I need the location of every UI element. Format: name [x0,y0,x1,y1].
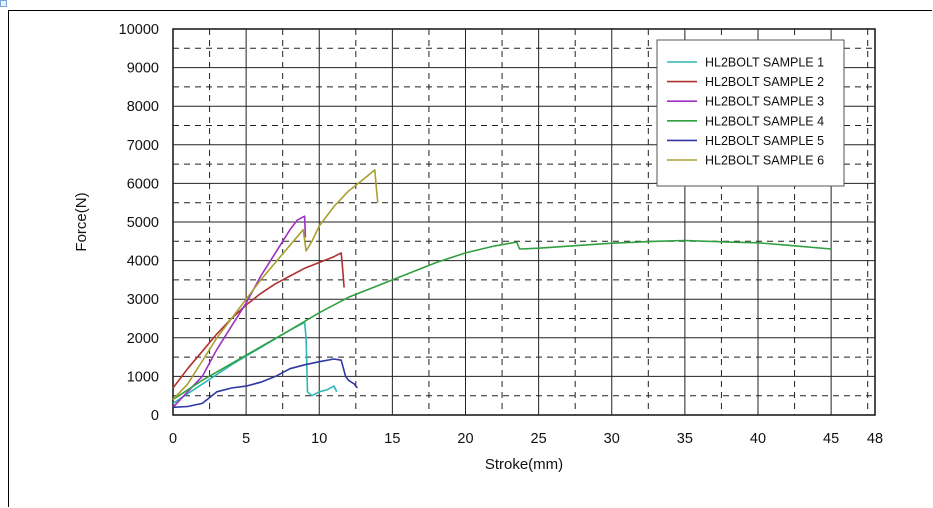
chart-frame [8,10,932,507]
y-tick-label: 5000 [127,215,159,231]
y-axis-label: Force(N) [73,192,90,251]
x-tick-label: 45 [823,431,839,447]
x-tick-label: 15 [384,431,400,447]
series-line-1 [172,321,338,405]
legend-entry-label: HL2BOLT SAMPLE 4 [705,114,824,128]
x-axis-label: Stroke(mm) [485,456,563,473]
y-tick-label: 9000 [127,61,159,77]
x-tick-label: 5 [242,431,250,447]
series-line-2 [172,252,345,389]
series-line-4 [172,239,832,401]
x-tick-label: 40 [750,431,766,447]
legend-entry-label: HL2BOLT SAMPLE 2 [705,75,824,89]
x-tick-label: 25 [531,431,547,447]
y-tick-label: 0 [151,408,159,424]
y-tick-label: 7000 [127,138,159,154]
window-corner-icon [0,0,7,7]
legend-entry-label: HL2BOLT SAMPLE 6 [705,154,824,168]
legend-entry-label: HL2BOLT SAMPLE 3 [705,95,824,109]
legend-box [656,39,845,187]
x-tick-label: 35 [677,431,693,447]
y-tick-label: 10000 [119,22,159,38]
y-tick-label: 4000 [127,254,159,270]
series-layer [172,169,832,409]
legend-entry-label: HL2BOLT SAMPLE 5 [705,134,824,148]
legend: HL2BOLT SAMPLE 1 HL2BOLT SAMPLE 2 HL2BOLT … [656,39,845,187]
x-tick-label: 20 [457,431,473,447]
x-tick-label: 30 [604,431,620,447]
y-tick-label: 6000 [127,176,159,192]
series-line-6 [172,169,379,401]
x-tick-label: 10 [311,431,327,447]
grid [172,28,876,416]
y-tick-label: 8000 [127,99,159,115]
x-tick-label: 0 [169,431,177,447]
y-tick-label: 3000 [127,292,159,308]
y-tick-label: 1000 [127,369,159,385]
x-tick-label: 48 [867,431,883,447]
legend-entry-label: HL2BOLT SAMPLE 1 [705,56,824,70]
tick-labels: 0100020003000400050006000700080009000100… [119,22,883,447]
y-tick-label: 2000 [127,331,159,347]
series-line-5 [172,358,358,409]
